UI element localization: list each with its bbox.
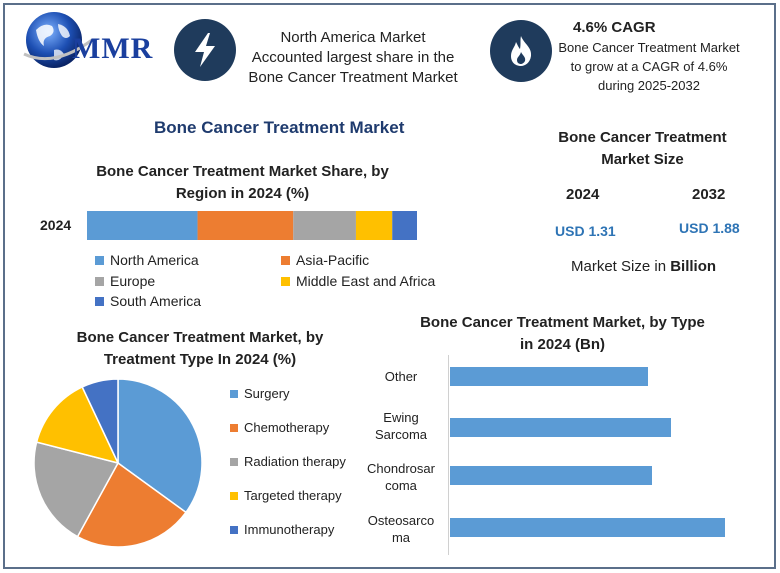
region-legend-item-south-america: South America: [95, 293, 201, 309]
legend-label: South America: [110, 293, 202, 309]
legend-label: Immunotherapy: [244, 522, 335, 537]
market-size-title-line1: Bone Cancer Treatment: [558, 129, 727, 146]
region-legend-item-north-america: North America: [95, 252, 199, 268]
lightning-icon: [195, 33, 215, 67]
treatment-chart-title-line2: Treatment Type In 2024 (%): [103, 351, 297, 368]
legend-swatch: [95, 276, 104, 286]
legend-label: Middle East and Africa: [296, 273, 436, 289]
type-bar-ewingsarcoma: [450, 418, 672, 437]
market-size-value-2024: USD 1.31: [555, 223, 616, 239]
legend-swatch: [230, 423, 238, 432]
legend-swatch: [95, 296, 104, 306]
pie-slice-chemotherapy: [76, 461, 188, 548]
type-bar-label-line1: Other: [384, 369, 418, 384]
stacked-segment-middle-east-and-africa: [355, 211, 393, 240]
treatment-legend-item-surgery: Surgery: [230, 386, 290, 401]
region-chart-title: Bone Cancer Treatment Market Share, by R…: [70, 161, 415, 205]
legend-swatch: [230, 525, 238, 534]
type-bar-label-line1: Ewing: [383, 410, 419, 425]
region-stacked-bar: [87, 211, 417, 240]
market-size-value-2032: USD 1.88: [679, 220, 740, 236]
pie-slice-radiation-therapy: [33, 441, 120, 538]
cagr-title: 4.6% CAGR: [573, 19, 656, 36]
type-bar-label: Chondrosar coma: [360, 460, 442, 494]
type-bar-osteosarcoma: [450, 518, 725, 537]
type-chart-title: Bone Cancer Treatment Market, by Type in…: [400, 312, 725, 356]
legend-swatch: [230, 491, 238, 500]
treatment-pie-chart: [33, 378, 203, 548]
page-title: Bone Cancer Treatment Market: [154, 118, 405, 137]
stacked-segment-europe: [293, 211, 356, 240]
legend-swatch: [281, 276, 290, 286]
treatment-chart-title-line1: Bone Cancer Treatment Market, by: [76, 329, 324, 346]
region-chart-category-label: 2024: [40, 217, 72, 233]
treatment-legend-item-immunotherapy: Immunotherapy: [230, 522, 334, 537]
type-chart-axis-line: [448, 355, 449, 555]
type-bar-label-line1: Osteosarco: [367, 513, 435, 528]
legend-label: Surgery: [244, 386, 290, 401]
pie-slice-targeted-therapy: [35, 385, 120, 465]
legend-swatch: [281, 255, 290, 265]
pie-slice-immunotherapy: [81, 378, 119, 464]
legend-swatch: [230, 389, 238, 398]
legend-label: Chemotherapy: [244, 420, 330, 435]
treatment-legend-item-chemotherapy: Chemotherapy: [230, 420, 329, 435]
north-america-summary: North America Market Accounted largest s…: [248, 29, 458, 86]
type-bar-label: Ewing Sarcoma: [360, 409, 442, 443]
cagr-summary: Bone Cancer Treatment Market to grow at …: [558, 40, 740, 93]
legend-label: Radiation therapy: [244, 454, 346, 469]
type-bar-other: [450, 367, 649, 386]
type-bar-label-line1: Chondrosar: [367, 461, 435, 476]
market-size-title-line2: Market Size: [601, 151, 684, 168]
flame-badge: [490, 20, 552, 82]
treatment-chart-title: Bone Cancer Treatment Market, by Treatme…: [40, 327, 360, 371]
type-bar-label-line2: Sarcoma: [374, 427, 428, 442]
legend-swatch: [230, 457, 238, 466]
market-size-caption-unit: Billion: [670, 258, 717, 275]
flame-icon: [511, 36, 532, 66]
globe-icon: [23, 12, 93, 68]
type-bar-label-line2: ma: [391, 530, 411, 545]
stacked-segment-south-america: [392, 211, 417, 240]
type-chart-title-line1: Bone Cancer Treatment Market, by Type: [420, 314, 705, 331]
type-chart-title-line2: in 2024 (Bn): [519, 336, 606, 353]
region-legend-item-asia-pacific: Asia-Pacific: [281, 252, 369, 268]
region-chart-title-line2: Region in 2024 (%): [175, 185, 310, 202]
legend-label: Targeted therapy: [244, 488, 342, 503]
type-bar-label: Osteosarco ma: [360, 512, 442, 546]
legend-swatch: [95, 255, 104, 265]
treatment-legend-item-radiation-therapy: Radiation therapy: [230, 454, 346, 469]
pie-slice-surgery: [117, 378, 203, 514]
mmr-logo: MMR: [14, 10, 154, 72]
region-chart-title-line1: Bone Cancer Treatment Market Share, by: [96, 163, 389, 180]
type-bar-chondrosarcoma: [450, 466, 653, 485]
market-size-title: Bone Cancer Treatment Market Size: [520, 127, 765, 171]
stacked-segment-asia-pacific: [197, 211, 294, 240]
lightning-badge: [174, 19, 236, 81]
legend-label: Asia-Pacific: [296, 252, 370, 268]
type-bar-label: Other: [360, 368, 442, 385]
stacked-segment-north-america: [87, 211, 198, 240]
market-size-caption-prefix: Market Size in: [571, 258, 671, 275]
page-frame: [3, 3, 776, 569]
treatment-legend-item-targeted-therapy: Targeted therapy: [230, 488, 342, 503]
logo-text: MMR: [72, 32, 154, 65]
legend-label: Europe: [110, 273, 156, 289]
region-legend-item-europe: Europe: [95, 273, 155, 289]
legend-label: North America: [110, 252, 199, 268]
type-bar-label-line2: coma: [385, 478, 417, 493]
region-legend-item-middle-east-and-africa: Middle East and Africa: [281, 273, 435, 289]
market-size-year-2032: 2032: [692, 186, 726, 203]
market-size-year-2024: 2024: [566, 186, 600, 203]
market-size-caption: Market Size in Billion: [571, 258, 716, 275]
